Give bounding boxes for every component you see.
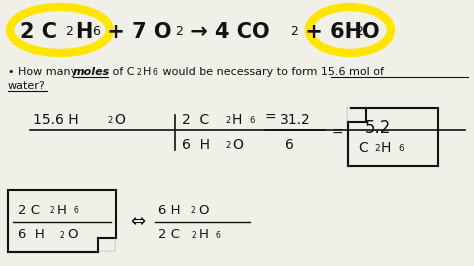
- Text: 2 C: 2 C: [20, 22, 57, 42]
- Text: 2: 2: [355, 25, 363, 38]
- Text: 2: 2: [290, 25, 298, 38]
- Text: H: H: [57, 203, 67, 217]
- Text: O: O: [67, 228, 78, 242]
- Text: 6: 6: [74, 206, 79, 215]
- Text: 2: 2: [225, 141, 230, 150]
- Text: 2 C: 2 C: [158, 228, 180, 242]
- Bar: [348, 108, 438, 166]
- Text: O: O: [362, 22, 380, 42]
- Text: 15.6 H: 15.6 H: [33, 113, 79, 127]
- Text: • How many: • How many: [8, 67, 81, 77]
- Text: water?: water?: [8, 81, 46, 91]
- Text: O: O: [198, 203, 209, 217]
- Text: H: H: [199, 228, 209, 242]
- Text: 5.2: 5.2: [365, 119, 392, 137]
- Text: =: =: [332, 126, 344, 140]
- Text: 2: 2: [60, 231, 65, 240]
- Text: 2: 2: [191, 206, 196, 215]
- Text: 6: 6: [285, 138, 294, 152]
- Text: 2: 2: [137, 68, 142, 77]
- Bar: [8, 190, 116, 252]
- Text: would be necessary to form 15.6 mol of: would be necessary to form 15.6 mol of: [159, 67, 384, 77]
- Text: 2: 2: [192, 231, 197, 240]
- Text: 2  C: 2 C: [182, 113, 209, 127]
- Text: 6: 6: [92, 25, 100, 38]
- Text: 6: 6: [153, 68, 158, 77]
- Text: 2: 2: [65, 25, 73, 38]
- Text: H: H: [381, 141, 392, 155]
- Text: + 6H: + 6H: [298, 22, 362, 42]
- Text: O: O: [114, 113, 125, 127]
- Text: 2 C: 2 C: [18, 203, 40, 217]
- Text: 6  H: 6 H: [182, 138, 210, 152]
- Text: H: H: [232, 113, 242, 127]
- Text: 2: 2: [225, 116, 230, 125]
- Text: 6: 6: [216, 231, 221, 240]
- Text: 2: 2: [107, 116, 112, 125]
- Bar: [348, 94, 366, 108]
- Text: 2: 2: [374, 144, 380, 153]
- Text: 6: 6: [398, 144, 404, 153]
- Text: 6  H: 6 H: [18, 228, 45, 242]
- Text: O: O: [232, 138, 243, 152]
- Text: H: H: [143, 67, 151, 77]
- Text: 2: 2: [50, 206, 55, 215]
- Text: + 7 O: + 7 O: [100, 22, 172, 42]
- Text: → 4 CO: → 4 CO: [183, 22, 270, 42]
- Text: 2: 2: [175, 25, 183, 38]
- Text: of C: of C: [109, 67, 135, 77]
- Text: 31.2: 31.2: [280, 113, 311, 127]
- Text: =: =: [265, 111, 277, 125]
- Text: C: C: [358, 141, 368, 155]
- Text: H: H: [75, 22, 92, 42]
- Text: moles: moles: [73, 67, 110, 77]
- Text: 6: 6: [249, 116, 255, 125]
- Text: ⇔: ⇔: [130, 213, 145, 231]
- Text: 6 H: 6 H: [158, 203, 181, 217]
